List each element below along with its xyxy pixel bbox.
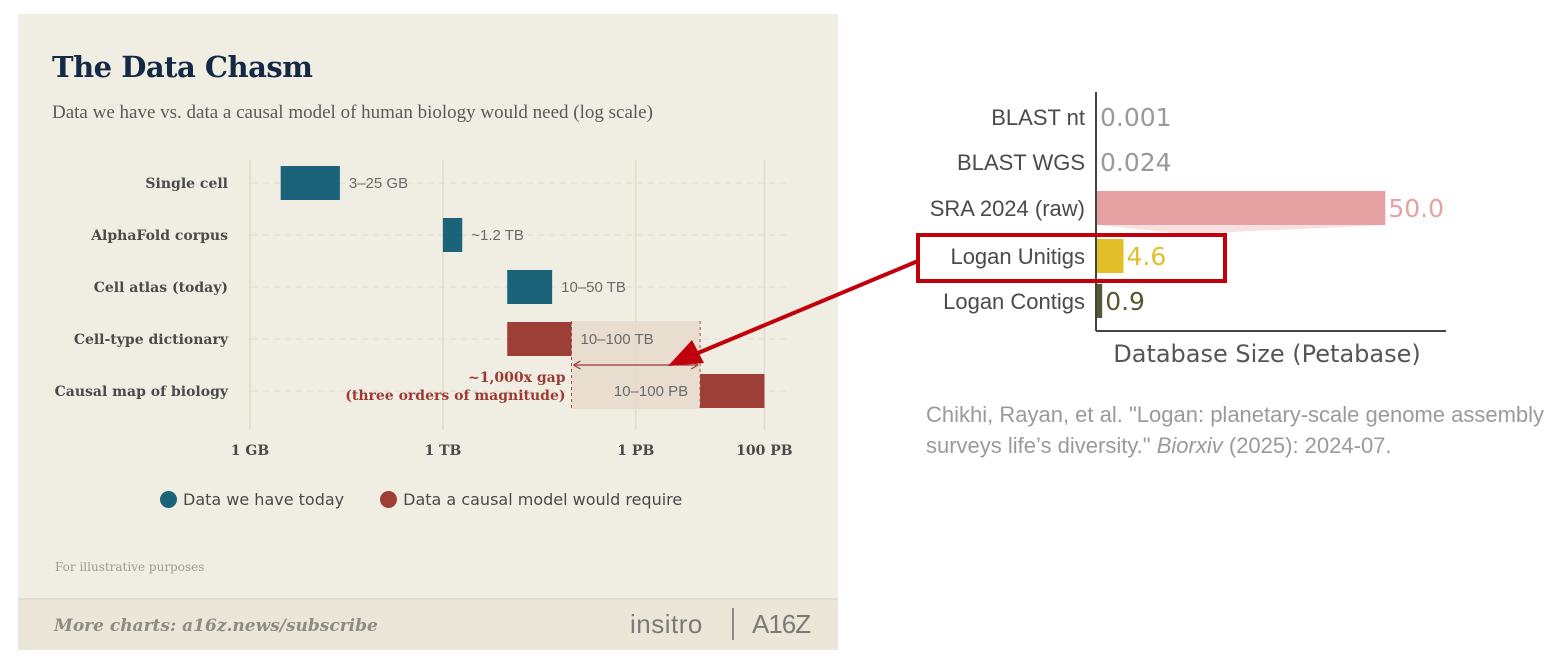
category-label: AlphaFold corpus [90,228,228,244]
category-label: BLAST WGS [957,150,1085,175]
x-tick-label: 100 PB [736,443,793,459]
legend-item-require: Data a causal model would require [380,490,682,509]
range-bar [442,218,463,252]
bar-value-label: 10–50 TB [561,279,626,296]
db-value-label: 4.6 [1127,242,1167,271]
bar-value-label: ~1.2 TB [471,227,524,244]
chart-legend: Data we have today Data a causal model w… [160,490,682,509]
db-size-bar [1097,239,1124,273]
category-label: Logan Unitigs [950,244,1085,269]
category-label: Single cell [145,176,228,192]
chasm-chart: Single cell AlphaFold corpus Cell atlas (t… [55,160,793,459]
category-label: SRA 2024 (raw) [930,196,1085,221]
x-tick-label: 1 GB [231,443,270,459]
category-label: Causal map of biology [55,384,229,400]
range-bar [700,374,765,408]
category-label: Logan Contigs [943,289,1085,314]
legend-label-require: Data a causal model would require [403,490,683,509]
connector-arrow [697,259,919,355]
connector-arrowhead-icon [668,340,704,366]
x-axis-title: Database Size (Petabase) [1113,340,1420,368]
gap-arrowheads [573,360,699,370]
gap-annotation-label: ~1,000x gap [468,370,566,386]
db-size-bar [1097,284,1103,318]
db-value-label: 0.9 [1105,287,1145,316]
x-tick-label: 1 TB [424,443,461,459]
insitro-logo: insitro [630,609,703,639]
legend-dot-require-icon [380,491,398,508]
chart-title: The Data Chasm [52,50,313,84]
db-value-label: 0.024 [1100,148,1172,177]
bar-value-label: 10–100 PB [614,383,688,400]
citation-text: Chikhi, Rayan, et al. "Logan: planetary-… [926,399,1556,461]
range-bar [280,166,340,200]
logo-divider [732,608,734,640]
category-label: Cell atlas (today) [94,280,228,296]
db-size-bar [1097,191,1386,225]
sra-bar-shadow [1098,225,1385,234]
legend-label-have: Data we have today [183,490,345,509]
range-bar [507,270,553,304]
category-label: Cell-type dictionary [74,332,229,348]
footnote: For illustrative purposes [55,560,205,574]
db-value-label: 0.001 [1100,103,1172,132]
chart-footer: More charts: a16z.news/subscribe insitro… [18,598,838,650]
legend-item-have: Data we have today [160,490,344,509]
category-label: BLAST nt [991,105,1085,130]
gap-annotation-label: (three orders of magnitude) [345,388,565,404]
subscribe-link[interactable]: More charts: a16z.news/subscribe [54,616,378,636]
citation-authors-title: Chikhi, Rayan, et al. "Logan: planetary-… [926,402,1545,458]
range-bar [507,322,572,356]
citation-journal: Biorxiv [1156,433,1223,458]
legend-dot-have-icon [160,491,177,508]
chasm-chart-panel: The Data Chasm Data we have vs. data a c… [18,14,838,650]
db-value-label: 50.0 [1388,194,1444,223]
x-tick-label: 1 PB [617,443,654,459]
bar-value-label: 3–25 GB [349,175,408,192]
chart-subtitle: Data we have vs. data a causal model of … [52,102,653,123]
highlight-box [916,233,1227,283]
a16z-logo: A16Z [752,609,811,639]
bar-value-label: 10–100 TB [581,331,654,348]
citation-date: (2025): 2024-07. [1222,433,1392,458]
